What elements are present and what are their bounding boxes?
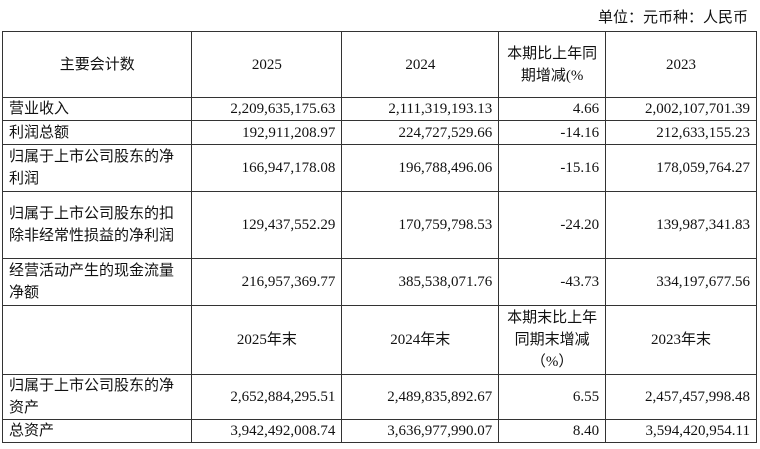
row-label: 归属于上市公司股东的净利润 — [1, 144, 193, 192]
unit-label: 单位：元币种：人民币 — [597, 10, 748, 26]
row-label: 归属于上市公司股东的净资产 — [1, 374, 193, 420]
value-change: 4.66 — [498, 97, 607, 121]
header-2024: 2024 — [341, 31, 500, 98]
table-row: 归属于上市公司股东的净资产 2,652,884,295.51 2,489,835… — [1, 374, 757, 420]
header-change: 本期比上年同期增减(% — [498, 31, 607, 98]
value-2025: 2,652,884,295.51 — [191, 374, 343, 420]
row-label: 归属于上市公司股东的扣除非经常性损益的净利润 — [1, 191, 193, 259]
value-2023: 212,633,155.23 — [605, 120, 757, 145]
row-label: 经营活动产生的现金流量净额 — [1, 258, 193, 306]
value-2024: 224,727,529.66 — [341, 120, 500, 145]
value-change: -24.20 — [498, 191, 607, 259]
subheader-item — [1, 305, 193, 375]
value-change: 6.55 — [498, 374, 607, 420]
value-2024: 385,538,071.76 — [341, 258, 500, 306]
value-2023: 178,059,764.27 — [605, 144, 757, 192]
table-header-row: 主要会计数 2025 2024 本期比上年同期增减(% 2023 — [1, 31, 757, 98]
header-2025: 2025 — [191, 31, 343, 98]
table-row: 总资产 3,942,492,008.74 3,636,977,990.07 8.… — [1, 419, 757, 443]
subheader-2023-end: 2023年末 — [605, 305, 757, 375]
financial-data-table: 主要会计数 2025 2024 本期比上年同期增减(% 2023 营业收入 2,… — [1, 31, 757, 443]
value-2024: 2,489,835,892.67 — [341, 374, 500, 420]
table-row: 营业收入 2,209,635,175.63 2,111,319,193.13 4… — [1, 97, 757, 121]
value-change: 8.40 — [498, 419, 607, 443]
value-2023: 334,197,677.56 — [605, 258, 757, 306]
table-row: 经营活动产生的现金流量净额 216,957,369.77 385,538,071… — [1, 258, 757, 306]
value-2023: 3,594,420,954.11 — [605, 419, 757, 443]
value-2023: 2,457,457,998.48 — [605, 374, 757, 420]
value-2025: 2,209,635,175.63 — [191, 97, 343, 121]
value-change: -15.16 — [498, 144, 607, 192]
value-2025: 166,947,178.08 — [191, 144, 343, 192]
table-subheader-row: 2025年末 2024年末 本期末比上年同期末增减（%） 2023年末 — [1, 305, 757, 375]
value-change: -43.73 — [498, 258, 607, 306]
header-2023: 2023 — [605, 31, 757, 98]
row-label: 总资产 — [1, 419, 193, 443]
value-2024: 196,788,496.06 — [341, 144, 500, 192]
table-row: 归属于上市公司股东的扣除非经常性损益的净利润 129,437,552.29 17… — [1, 191, 757, 259]
value-2023: 2,002,107,701.39 — [605, 97, 757, 121]
row-label: 利润总额 — [1, 120, 193, 145]
subheader-change: 本期末比上年同期末增减（%） — [498, 305, 607, 375]
value-change: -14.16 — [498, 120, 607, 145]
value-2025: 216,957,369.77 — [191, 258, 343, 306]
value-2024: 2,111,319,193.13 — [341, 97, 500, 121]
subheader-2024-end: 2024年末 — [341, 305, 500, 375]
row-label: 营业收入 — [1, 97, 193, 121]
table-row: 归属于上市公司股东的净利润 166,947,178.08 196,788,496… — [1, 144, 757, 192]
value-2023: 139,987,341.83 — [605, 191, 757, 259]
subheader-2025-end: 2025年末 — [191, 305, 343, 375]
value-2025: 192,911,208.97 — [191, 120, 343, 145]
value-2025: 129,437,552.29 — [191, 191, 343, 259]
header-item: 主要会计数 — [1, 31, 193, 98]
table-row: 利润总额 192,911,208.97 224,727,529.66 -14.1… — [1, 120, 757, 145]
value-2025: 3,942,492,008.74 — [191, 419, 343, 443]
value-2024: 3,636,977,990.07 — [341, 419, 500, 443]
value-2024: 170,759,798.53 — [341, 191, 500, 259]
